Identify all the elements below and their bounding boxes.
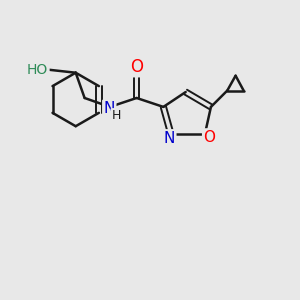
Text: N: N <box>103 101 115 116</box>
Text: O: O <box>130 58 143 76</box>
Text: H: H <box>112 109 121 122</box>
Text: HO: HO <box>27 63 48 77</box>
Text: N: N <box>164 130 175 146</box>
Text: O: O <box>203 130 215 145</box>
